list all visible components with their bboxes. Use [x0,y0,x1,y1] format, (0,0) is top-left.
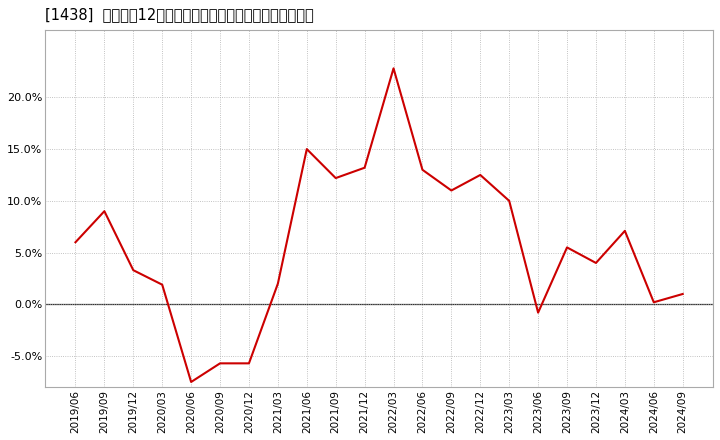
Text: [1438]  売上高の12か月移動合計の対前年同期増減率の推移: [1438] 売上高の12か月移動合計の対前年同期増減率の推移 [45,7,314,22]
